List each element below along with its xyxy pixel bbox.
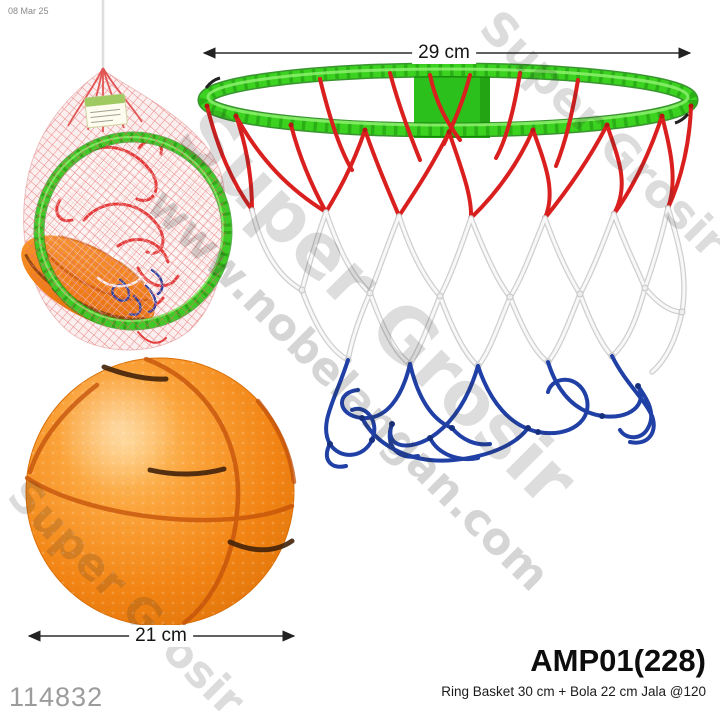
net-red-section (205, 71, 693, 220)
net-blue-section (324, 354, 656, 469)
ball-dark-seams (101, 364, 295, 553)
ball-width-label: 21 cm (129, 625, 193, 647)
product-description: Ring Basket 30 cm + Bola 22 cm Jala @120 (441, 684, 706, 699)
ball-seams (24, 356, 297, 626)
packaged-set-in-net-bag (21, 0, 233, 351)
basketball (24, 356, 297, 627)
sku-number: 114832 (9, 682, 104, 712)
net-blue-knots (327, 383, 641, 447)
product-code: AMP01(228) (530, 643, 706, 678)
hoop-width-label: 29 cm (412, 42, 476, 64)
bag-red-mesh-overlay (23, 70, 227, 351)
label-tag (84, 93, 128, 129)
date-stamp: 08 Mar 25 (8, 6, 49, 16)
hoop-assembly (197, 62, 699, 469)
